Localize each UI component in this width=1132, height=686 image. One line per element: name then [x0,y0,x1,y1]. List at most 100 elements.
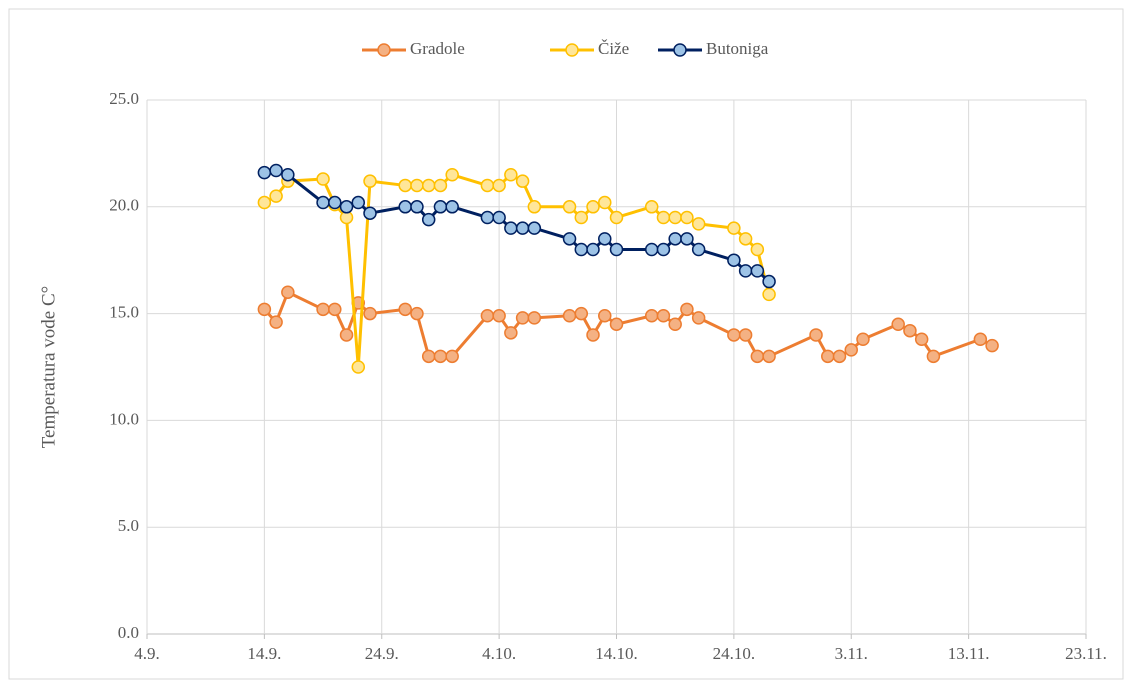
marker [668,210,682,225]
marker [656,242,671,257]
marker [750,242,765,257]
marker [609,210,624,225]
marker [515,174,530,188]
marker [668,232,682,246]
marker [527,200,542,214]
marker [727,221,741,235]
marker [644,200,659,214]
x-tick-label: 14.10. [595,644,638,663]
marker [609,317,624,332]
marker [844,343,858,357]
marker [480,210,495,225]
x-tick-label: 23.11. [1065,644,1107,663]
marker [492,308,506,323]
marker [562,308,577,323]
marker [257,195,272,210]
y-tick-label: 15.0 [109,303,139,322]
marker [398,178,412,193]
marker [421,349,436,364]
marker [926,349,941,364]
marker [515,221,530,235]
x-tick-label: 13.11. [948,644,990,663]
marker [691,311,706,325]
marker [269,189,283,203]
marker [351,195,366,210]
y-tick-label: 10.0 [109,409,139,428]
marker [281,285,295,299]
marker [644,308,659,323]
marker [445,200,459,214]
marker [351,360,366,374]
x-tick-label: 4.9. [134,644,160,663]
marker [433,349,448,364]
marker [821,349,835,364]
y-tick-label: 20.0 [109,196,139,215]
marker [492,210,506,225]
marker [527,311,542,325]
chart-border [8,8,1124,680]
legend-marker [673,43,687,57]
x-tick-label: 3.11. [835,644,868,663]
marker [269,315,283,329]
marker [914,332,929,346]
marker [727,328,741,342]
marker [410,200,424,214]
marker [891,317,905,332]
x-tick-label: 14.9. [247,644,281,663]
marker [527,221,542,235]
marker [562,232,577,246]
marker [574,242,589,257]
legend-label: Gradole [410,39,465,58]
marker [738,264,753,278]
y-axis-title: Temperatura vode C° [38,286,59,448]
marker [738,328,753,342]
marker [421,212,436,227]
marker [316,302,330,317]
marker [363,206,377,220]
marker [480,308,495,323]
marker [985,338,999,353]
legend-marker [565,43,579,57]
marker [856,332,870,346]
marker [903,323,917,338]
marker [562,200,577,214]
marker [504,326,518,340]
marker [750,264,765,278]
marker [762,349,776,364]
marker [656,308,671,323]
marker [257,165,272,180]
legend-marker [377,43,391,57]
marker [973,332,988,346]
marker [644,242,659,257]
marker [257,302,272,317]
marker [363,174,377,188]
legend-label: Čiže [598,39,629,58]
marker [750,349,765,364]
marker [316,195,330,210]
y-tick-label: 5.0 [118,516,139,535]
marker [738,232,753,246]
marker [515,311,530,325]
marker [410,178,424,193]
marker [762,274,776,289]
marker [598,308,612,323]
marker [574,210,589,225]
marker [691,242,706,257]
marker [809,328,823,342]
marker [339,328,354,342]
marker [504,168,518,182]
marker [433,200,448,214]
marker [832,349,847,364]
marker [656,210,671,225]
marker [691,217,706,231]
y-tick-label: 25.0 [109,89,139,108]
x-tick-label: 4.10. [482,644,516,663]
marker [398,302,412,317]
y-tick-label: 0.0 [118,623,139,642]
marker [680,232,694,246]
marker [433,178,448,193]
marker [492,178,506,193]
marker [363,306,377,321]
marker [668,317,682,332]
x-tick-label: 24.9. [365,644,399,663]
